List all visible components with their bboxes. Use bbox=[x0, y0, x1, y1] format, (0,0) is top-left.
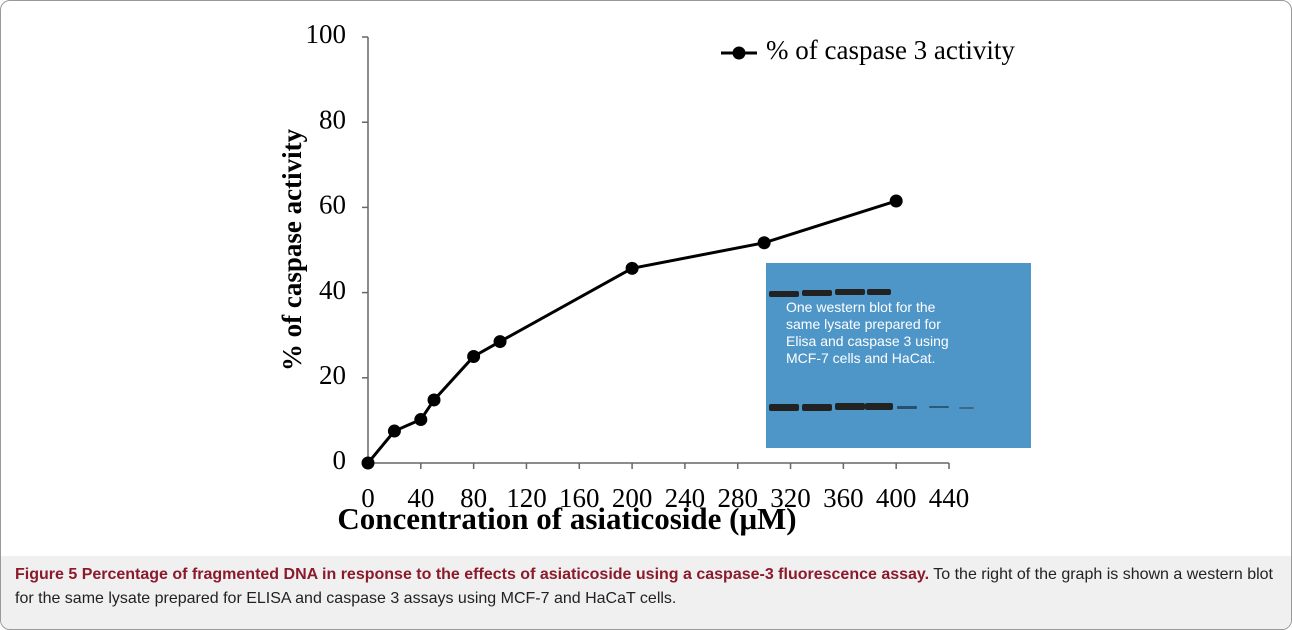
x-tick-label: 0 bbox=[361, 483, 375, 513]
y-axis-label: % of caspase activity bbox=[277, 128, 307, 371]
y-tick-label: 40 bbox=[319, 275, 346, 305]
data-point bbox=[361, 456, 375, 470]
data-point bbox=[625, 261, 639, 275]
x-tick-label: 40 bbox=[407, 483, 434, 513]
caption: Figure 5 Percentage of fragmented DNA in… bbox=[1, 556, 1291, 629]
x-tick-label: 160 bbox=[559, 483, 600, 513]
data-point bbox=[889, 194, 903, 208]
x-tick-label: 440 bbox=[929, 483, 970, 513]
x-tick-label: 80 bbox=[460, 483, 487, 513]
caption-title: Percentage of fragmented DNA in response… bbox=[81, 566, 930, 583]
y-tick-label: 60 bbox=[319, 190, 346, 220]
data-point bbox=[493, 335, 507, 349]
chart: One western blot for the same lysate pre… bbox=[277, 19, 1031, 536]
inset-annotation-box: One western blot for the same lysate pre… bbox=[786, 299, 949, 366]
data-point bbox=[414, 413, 428, 427]
data-point bbox=[757, 236, 771, 250]
x-tick-label: 280 bbox=[717, 483, 758, 513]
x-tick-label: 360 bbox=[823, 483, 864, 513]
data-point bbox=[467, 350, 481, 363]
x-tick-label: 200 bbox=[612, 483, 653, 513]
caption-label: Figure 5 bbox=[15, 566, 78, 583]
legend-marker bbox=[732, 46, 746, 60]
y-tick-label: 0 bbox=[333, 445, 347, 475]
x-axis-label: Concentration of asiaticoside (μM) bbox=[337, 501, 796, 536]
x-tick-label: 240 bbox=[665, 483, 706, 513]
inset-annotation: One western blot for the same lysate pre… bbox=[786, 299, 949, 366]
data-point bbox=[427, 393, 441, 407]
y-tick-label: 80 bbox=[319, 104, 346, 134]
x-tick-label: 120 bbox=[506, 483, 547, 513]
y-tick-label: 20 bbox=[319, 360, 346, 390]
legend-label: % of caspase 3 activity bbox=[766, 35, 1015, 65]
caption-text: To the right of the graph is shown a wes… bbox=[15, 566, 1273, 607]
y-tick-label: 100 bbox=[306, 19, 347, 49]
x-tick-label: 320 bbox=[770, 483, 811, 513]
blot-bands bbox=[769, 289, 974, 411]
x-tick-label: 400 bbox=[876, 483, 917, 513]
data-point bbox=[387, 424, 401, 438]
